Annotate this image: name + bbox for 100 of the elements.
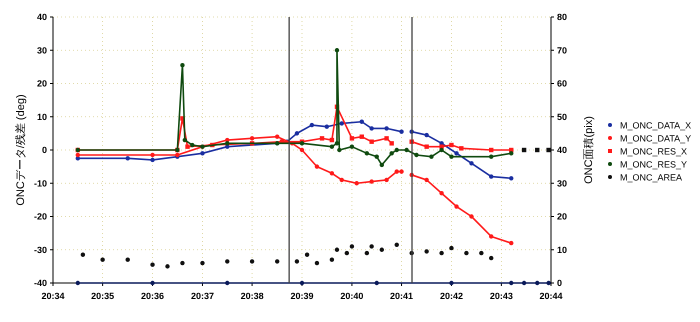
point (394, 169, 399, 174)
y2-tick-label: 30 (557, 178, 568, 188)
point (310, 122, 314, 128)
point (250, 136, 254, 141)
x-tick-label: 20:44 (539, 291, 563, 301)
point (454, 204, 459, 209)
y-tick-label: 40 (36, 12, 47, 22)
point (250, 259, 254, 264)
point (150, 158, 155, 162)
point (469, 161, 474, 166)
point (394, 242, 399, 247)
point (190, 142, 194, 148)
point (389, 141, 394, 146)
x-tick-label: 20:39 (290, 291, 314, 301)
point (304, 252, 310, 257)
point (369, 126, 374, 131)
point (399, 169, 404, 174)
point (330, 144, 334, 149)
x-tick-label: 20:40 (340, 291, 364, 301)
point (489, 154, 494, 159)
point (489, 234, 494, 239)
point (314, 164, 320, 169)
point (479, 250, 484, 256)
point (314, 260, 320, 266)
point (340, 178, 344, 182)
point (364, 151, 370, 156)
y-tick-label: -20 (34, 212, 47, 222)
y-tick-label: 30 (36, 45, 47, 56)
point (449, 154, 454, 159)
point (334, 248, 340, 252)
y2-tick-label: 10 (557, 244, 568, 255)
point (369, 139, 374, 144)
legend-label: M_ONC_DATA_X (620, 120, 692, 130)
point (182, 138, 188, 142)
point (300, 148, 304, 152)
point (80, 252, 86, 257)
point (350, 244, 354, 249)
point (180, 260, 185, 266)
y2-tick-label: 20 (557, 212, 568, 222)
point (185, 144, 190, 149)
point (180, 63, 185, 68)
point (150, 152, 155, 158)
point (225, 280, 230, 286)
point (489, 256, 494, 260)
point (350, 136, 354, 141)
point (294, 131, 300, 136)
point (404, 148, 409, 152)
y-tick-label: -40 (34, 278, 47, 288)
x-tick-label: 20:34 (41, 291, 65, 301)
point (384, 178, 389, 182)
point (546, 148, 551, 152)
point (337, 148, 342, 152)
point (509, 280, 514, 286)
point (509, 151, 514, 156)
point (535, 148, 540, 152)
point (200, 260, 205, 266)
y2-tick-label: 70 (557, 45, 568, 56)
point (384, 136, 389, 141)
point (330, 258, 334, 262)
point (439, 148, 444, 152)
point (459, 146, 464, 151)
legend-label: M_ONC_AREA (620, 172, 682, 182)
point (489, 148, 494, 152)
point (126, 156, 130, 161)
point (200, 151, 205, 156)
point (274, 134, 280, 139)
y-tick-label: 20 (36, 78, 47, 88)
point (454, 151, 459, 156)
y-tick-label: -10 (34, 178, 47, 188)
point (522, 280, 526, 286)
point (389, 151, 394, 156)
point (394, 148, 399, 152)
point (344, 250, 350, 256)
point (274, 259, 280, 264)
legend-label: M_ONC_DATA_Y (620, 134, 692, 144)
point (374, 280, 379, 286)
x-tick-label: 20:38 (240, 291, 264, 301)
point (360, 134, 364, 139)
point (522, 148, 526, 152)
point (100, 258, 105, 262)
point (360, 120, 364, 124)
point (449, 246, 454, 250)
point (364, 250, 370, 256)
point (469, 214, 474, 219)
point (424, 144, 429, 149)
point (165, 264, 170, 269)
point (350, 144, 354, 149)
point (354, 181, 359, 186)
point (225, 259, 230, 264)
point (334, 48, 340, 52)
y-tick-label: 0 (42, 145, 47, 155)
point (324, 124, 330, 129)
point (150, 262, 155, 267)
x-tick-label: 20:35 (91, 291, 114, 301)
y-tick-label: 10 (36, 112, 47, 122)
point (439, 250, 444, 256)
point (380, 248, 384, 252)
y-axis-title: ONCデータ/残差 (deg) (14, 94, 27, 206)
x-tick-label: 20:42 (440, 291, 463, 301)
x-tick-label: 20:41 (390, 291, 414, 301)
